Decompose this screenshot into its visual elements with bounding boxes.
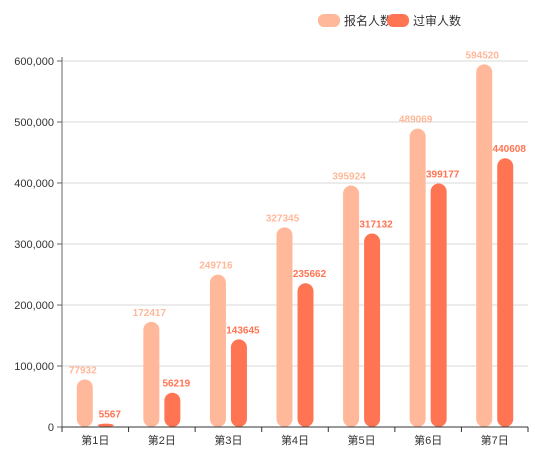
bar: [364, 233, 381, 427]
x-tick-label: 第2日: [148, 433, 176, 447]
x-axis: 第1日 第2日 第3日 第4日 第5日 第6日 第7日: [61, 426, 529, 447]
data-label: 399177: [426, 170, 460, 181]
data-label: 249716: [199, 261, 233, 272]
data-label: 395924: [332, 171, 366, 182]
data-label: 143645: [226, 325, 260, 336]
legend-swatch: [318, 14, 340, 27]
legend-label: 报名人数: [344, 13, 392, 28]
bar: [143, 321, 160, 427]
bar: [164, 392, 181, 427]
legend-item[interactable]: 过审人数: [387, 13, 461, 28]
x-tick-label: 第6日: [414, 433, 442, 447]
x-tick-label: 第3日: [214, 433, 242, 447]
legend-swatch: [387, 14, 409, 27]
legend-label: 过审人数: [413, 13, 461, 28]
data-label: 594520: [466, 50, 500, 61]
data-label: 440608: [493, 144, 527, 155]
x-tick-label: 第5日: [348, 433, 376, 447]
bar: [209, 274, 226, 427]
bar: [297, 283, 314, 427]
bar: [476, 64, 493, 427]
bars: 77932 172417 249716 327345 395924 489069 59452…: [69, 50, 526, 427]
y-tick-label: 500,000: [14, 117, 54, 129]
data-label: 5567: [99, 410, 122, 421]
x-tick-label: 第7日: [481, 433, 509, 447]
x-tick-label: 第4日: [281, 433, 309, 447]
bar: [497, 158, 514, 427]
y-tick-label: 100,000: [14, 361, 54, 373]
bar: [276, 227, 293, 427]
y-tick-label: 300,000: [14, 239, 54, 251]
data-label: 235662: [293, 269, 327, 280]
x-tick-label: 第1日: [81, 433, 109, 447]
bar: [97, 423, 114, 427]
y-tick-label: 0: [48, 422, 54, 434]
bar: [409, 128, 426, 427]
gridlines: [62, 60, 528, 367]
data-label: 77932: [69, 365, 97, 376]
y-tick-label: 400,000: [14, 178, 54, 190]
data-label: 489069: [399, 115, 433, 126]
bar: [430, 183, 447, 427]
y-tick-label: 600,000: [14, 56, 54, 68]
bar: [76, 379, 93, 427]
y-axis: 0 100,000 200,000 300,000 400,000 500,000 600,…: [14, 56, 63, 434]
data-label: 56219: [162, 379, 190, 390]
data-label: 172417: [133, 308, 167, 319]
bar: [343, 185, 360, 427]
legend[interactable]: 报名人数 过审人数: [318, 13, 461, 28]
data-label: 317132: [359, 220, 393, 231]
y-tick-label: 200,000: [14, 300, 54, 312]
bar: [230, 339, 247, 427]
data-label: 327345: [266, 213, 300, 224]
legend-item[interactable]: 报名人数: [318, 13, 392, 28]
